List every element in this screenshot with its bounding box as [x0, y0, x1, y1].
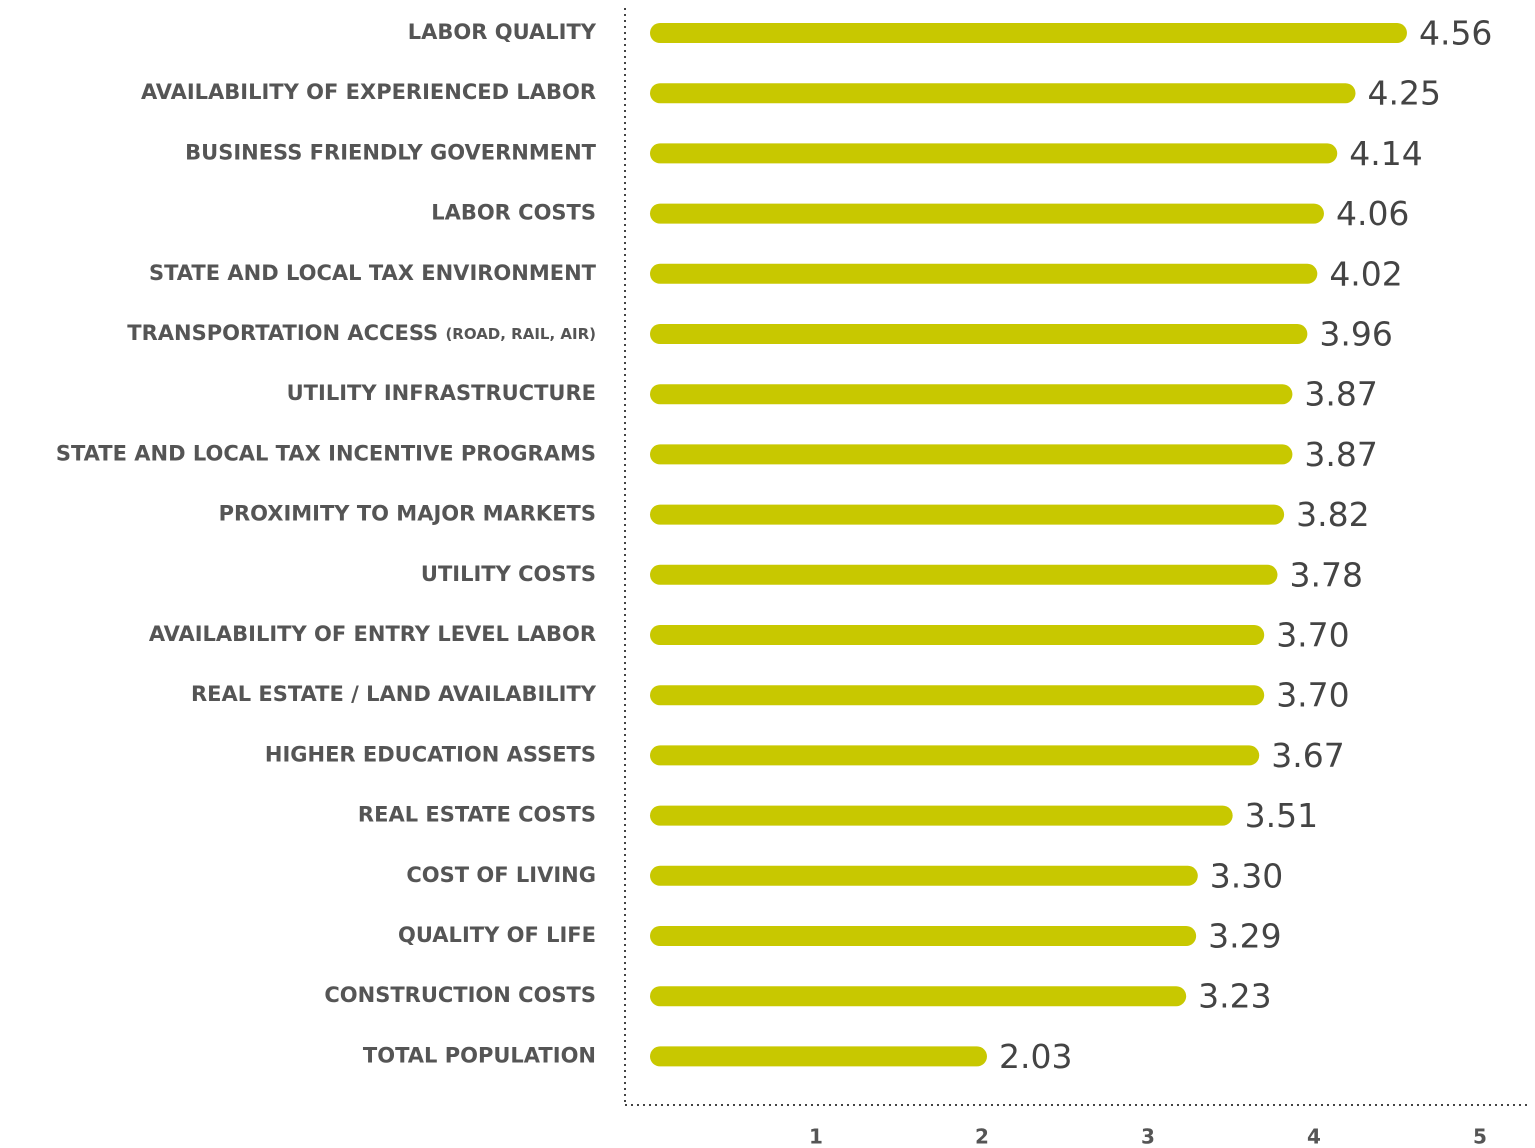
category-label: REAL ESTATE COSTS [358, 803, 596, 827]
category-label: QUALITY OF LIFE [398, 923, 596, 947]
bar [650, 926, 1197, 946]
value-label: 2.03 [999, 1037, 1072, 1076]
category-label: PROXIMITY TO MAJOR MARKETS [219, 502, 596, 526]
category-label: TOTAL POPULATION [363, 1043, 596, 1067]
x-tick-label: 3 [1141, 1125, 1155, 1148]
value-label: 3.51 [1245, 796, 1318, 835]
value-label: 3.96 [1319, 315, 1392, 354]
value-label: 3.30 [1210, 856, 1283, 895]
bar [650, 805, 1233, 826]
x-tick-label: 1 [809, 1125, 823, 1148]
category-label: STATE AND LOCAL TAX INCENTIVE PROGRAMS [56, 441, 596, 465]
bar [650, 504, 1285, 525]
category-label: HIGHER EDUCATION ASSETS [265, 742, 596, 766]
value-label: 3.87 [1304, 375, 1377, 414]
category-label: LABOR QUALITY [408, 20, 597, 44]
bar [650, 625, 1265, 645]
bar [650, 23, 1407, 43]
x-tick-label: 2 [975, 1125, 989, 1148]
category-label: BUSINESS FRIENDLY GOVERNMENT [185, 140, 597, 164]
bar [650, 986, 1187, 1007]
bar [650, 324, 1308, 344]
category-label: AVAILABILITY OF ENTRY LEVEL LABOR [149, 622, 596, 646]
bar [650, 1046, 987, 1067]
value-label: 3.87 [1304, 435, 1377, 474]
category-label: COST OF LIVING [406, 863, 596, 887]
category-label: REAL ESTATE / LAND AVAILABILITY [191, 682, 597, 706]
bar [650, 745, 1260, 766]
value-label: 3.70 [1276, 676, 1349, 715]
bar [650, 685, 1265, 706]
value-label: 4.56 [1419, 14, 1492, 53]
category-label: UTILITY INFRASTRUCTURE [287, 381, 596, 405]
value-label: 3.23 [1198, 977, 1271, 1016]
bar [650, 263, 1318, 284]
bar [650, 564, 1278, 585]
value-label: 3.29 [1208, 917, 1281, 956]
value-label: 3.82 [1296, 495, 1369, 534]
category-label: CONSTRUCTION COSTS [324, 983, 596, 1007]
category-label: LABOR COSTS [431, 201, 596, 225]
category-label: AVAILABILITY OF EXPERIENCED LABOR [141, 80, 596, 104]
value-label: 4.06 [1336, 194, 1409, 233]
bar [650, 203, 1324, 224]
bar [650, 143, 1338, 164]
category-label: TRANSPORTATION ACCESS (ROAD, RAIL, AIR) [127, 321, 596, 345]
value-label: 3.78 [1289, 555, 1362, 594]
bar [650, 384, 1293, 405]
bar [650, 83, 1356, 104]
value-label: 4.02 [1329, 254, 1402, 293]
bar [650, 865, 1198, 886]
value-label: 3.67 [1271, 736, 1344, 775]
value-label: 3.70 [1276, 616, 1349, 655]
value-label: 4.14 [1349, 134, 1422, 173]
category-label: STATE AND LOCAL TAX ENVIRONMENT [149, 261, 597, 285]
x-tick-label: 4 [1307, 1125, 1321, 1148]
value-label: 4.25 [1368, 74, 1441, 113]
category-label: UTILITY COSTS [421, 562, 596, 586]
x-tick-label: 5 [1473, 1125, 1487, 1148]
bar [650, 444, 1293, 465]
